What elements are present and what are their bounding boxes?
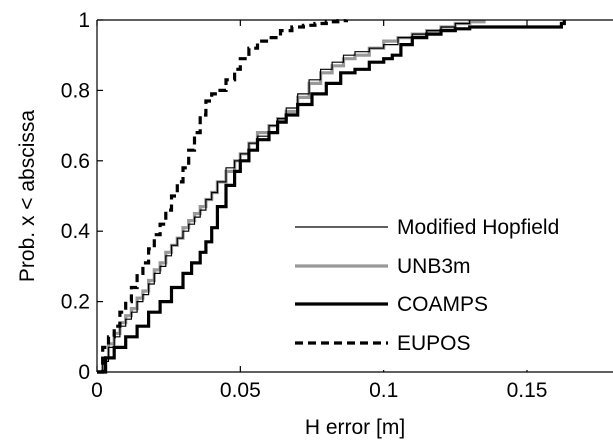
series-layer (97, 19, 566, 374)
y-axis-title: Prob. x < abscissa (16, 110, 39, 282)
legend-label-coamps: COAMPS (397, 293, 488, 316)
legend: Modified Hopfield UNB3m COAMPS EUPOS (286, 210, 612, 370)
ticks-layer: 0 0.05 0.1 0.15 0 0.2 0.4 0.6 0.8 1 (61, 9, 548, 402)
series-line-modified-hopfield (97, 20, 471, 373)
y-tick-label: 0.8 (61, 79, 90, 102)
x-tick-label: 0 (91, 379, 103, 402)
y-tick-label: 0.2 (61, 291, 90, 314)
x-tick-label: 0.05 (220, 379, 261, 402)
series-line-eupos (97, 19, 348, 374)
legend-label-eupos: EUPOS (397, 332, 471, 355)
y-tick-label: 0.6 (61, 150, 90, 173)
x-tick-label: 0.15 (507, 379, 548, 402)
y-tick-label: 1 (78, 9, 90, 32)
y-tick-label: 0.4 (61, 220, 91, 243)
x-tick-label: 0.1 (369, 379, 398, 402)
series-line-coamps (97, 20, 566, 374)
legend-label-modified-hopfield: Modified Hopfield (397, 216, 559, 239)
y-tick-label: 0 (78, 361, 90, 384)
legend-label-unb3m: UNB3m (397, 255, 471, 278)
x-axis-title: H error [m] (305, 416, 405, 439)
